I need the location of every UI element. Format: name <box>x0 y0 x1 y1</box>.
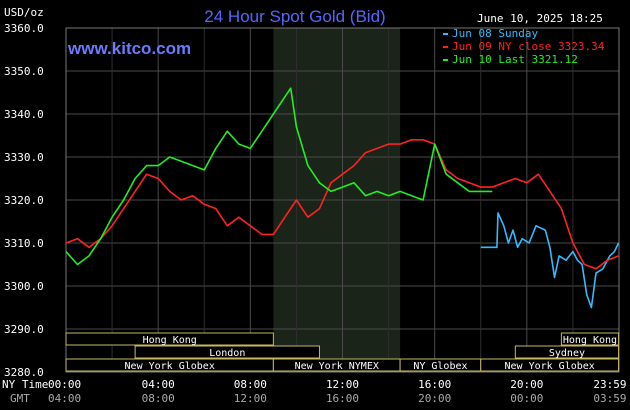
x-tick-ny: 12:00 <box>326 378 359 391</box>
session-label: NY Globex <box>413 361 467 372</box>
y-tick-label: 3290.0 <box>4 323 44 336</box>
legend-swatch <box>443 46 448 48</box>
x-tick-ny: 20:00 <box>510 378 543 391</box>
timestamp: June 10, 2025 18:25 <box>477 12 603 25</box>
x-tick-gmt: 00:00 <box>510 392 543 405</box>
unit-label: USD/oz <box>4 6 44 19</box>
axis-layer: 3360.0 3350.0 3340.0 3330.0 3320.0 3310.0 3300… <box>4 22 627 405</box>
plot-frame <box>65 27 620 373</box>
x-tick-gmt: 03:59 <box>593 392 626 405</box>
y-tick-label: 3350.0 <box>4 65 44 78</box>
gmt-label: GMT <box>10 392 30 405</box>
x-tick-gmt: 20:00 <box>418 392 451 405</box>
y-tick-label: 3360.0 <box>4 22 44 35</box>
y-tick-label: 3300.0 <box>4 280 44 293</box>
series-layer <box>65 87 620 309</box>
legend-label: Jun 10 Last 3321.12 <box>452 53 578 66</box>
session-label: New York Globex <box>504 361 594 372</box>
session-box <box>514 345 620 359</box>
x-tick-ny: 23:59 <box>593 378 626 391</box>
session-label: Sydney <box>549 348 585 359</box>
y-tick-label: 3320.0 <box>4 194 44 207</box>
y-tick-label: 3280.0 <box>4 366 44 379</box>
x-tick-ny: 08:00 <box>234 378 267 391</box>
session-label: London <box>209 348 245 359</box>
series-line <box>65 139 619 270</box>
chart-title: 24 Hour Spot Gold (Bid) <box>204 7 385 26</box>
sessions-layer: Hong Kong London New York Globex New York N… <box>65 332 620 372</box>
x-tick-gmt: 04:00 <box>48 392 81 405</box>
y-tick-label: 3330.0 <box>4 151 44 164</box>
legend-label: Jun 09 NY close 3323.34 <box>452 40 605 53</box>
session-box <box>65 332 274 346</box>
series-line <box>65 87 493 266</box>
x-tick-ny: 16:00 <box>418 378 451 391</box>
x-tick-gmt: 12:00 <box>234 392 267 405</box>
x-tick-gmt: 08:00 <box>142 392 175 405</box>
legend-swatch <box>443 59 448 61</box>
session-label: New York NYMEX <box>295 361 379 372</box>
session-label: Hong Kong <box>143 335 197 346</box>
session-box <box>560 332 620 346</box>
x-tick-gmt: 16:00 <box>326 392 359 405</box>
x-tick-ny: 04:00 <box>142 378 175 391</box>
legend-swatch <box>443 33 448 35</box>
site-url: www.kitco.com <box>67 39 191 58</box>
grid-layer <box>65 27 620 373</box>
y-tick-label: 3340.0 <box>4 108 44 121</box>
series-line <box>480 212 620 309</box>
session-label: Hong Kong <box>563 335 617 346</box>
ny-time-label: NY Time <box>2 378 48 391</box>
y-tick-label: 3310.0 <box>4 237 44 250</box>
session-label: New York Globex <box>125 361 215 372</box>
x-tick-ny: 00:00 <box>48 378 81 391</box>
legend-label: Jun 08 Sunday <box>452 27 538 40</box>
session-box <box>134 345 320 359</box>
session-box <box>480 358 620 372</box>
